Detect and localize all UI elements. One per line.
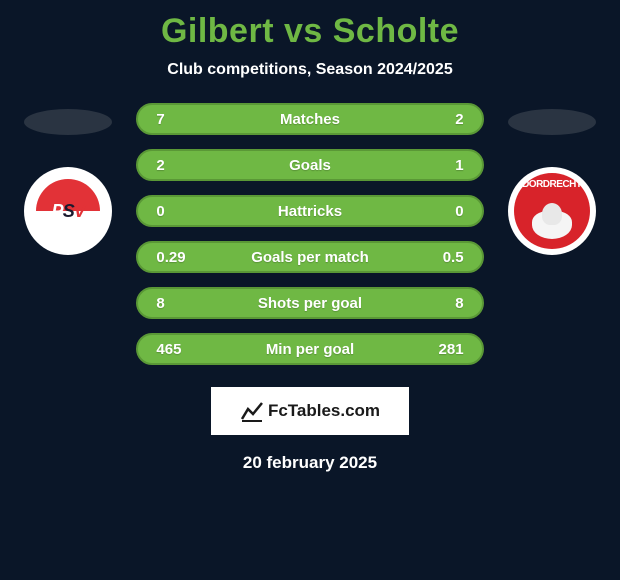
psv-s: S — [63, 201, 74, 221]
fctables-logo: FcTables.com — [211, 387, 409, 435]
stat-left-value: 7 — [156, 111, 206, 128]
stat-label: Matches — [206, 111, 413, 128]
stat-row: 7 Matches 2 — [136, 103, 483, 135]
stat-left-value: 0.29 — [156, 249, 206, 266]
psv-crest-text: PSV — [52, 201, 85, 222]
stat-right-value: 2 — [414, 111, 464, 128]
stat-row: 465 Min per goal 281 — [136, 333, 483, 365]
stat-row: 0.29 Goals per match 0.5 — [136, 241, 483, 273]
stat-right-value: 281 — [414, 341, 464, 358]
stat-row: 2 Goals 1 — [136, 149, 483, 181]
team-right-crest: DORDRECHT — [508, 167, 596, 255]
stat-left-value: 465 — [156, 341, 206, 358]
team-right-col: DORDRECHT — [504, 103, 600, 255]
stat-row: 0 Hattricks 0 — [136, 195, 483, 227]
psv-v: V — [74, 201, 85, 221]
chart-icon — [240, 399, 264, 423]
comparison-panel: PSV 7 Matches 2 2 Goals 1 0 Hattricks 0 — [20, 103, 600, 365]
team-left-crest: PSV — [24, 167, 112, 255]
stat-label: Min per goal — [206, 341, 413, 358]
psv-crest-inner: PSV — [36, 179, 100, 243]
comparison-date: 20 february 2025 — [243, 453, 377, 473]
stat-label: Goals — [206, 157, 413, 174]
dordrecht-crest-arc: DORDRECHT — [514, 173, 590, 249]
stat-left-value: 2 — [156, 157, 206, 174]
stats-column: 7 Matches 2 2 Goals 1 0 Hattricks 0 0.29… — [136, 103, 483, 365]
stat-left-value: 8 — [156, 295, 206, 312]
stat-left-value: 0 — [156, 203, 206, 220]
stat-label: Goals per match — [206, 249, 413, 266]
dordrecht-crest-label: DORDRECHT — [522, 179, 581, 190]
sheep-icon — [528, 201, 576, 243]
stat-right-value: 0 — [414, 203, 464, 220]
psv-p: P — [52, 201, 63, 221]
stat-row: 8 Shots per goal 8 — [136, 287, 483, 319]
player-silhouette-shadow — [24, 109, 112, 135]
stat-label: Hattricks — [206, 203, 413, 220]
player-silhouette-shadow — [508, 109, 596, 135]
team-left-col: PSV — [20, 103, 116, 255]
stat-right-value: 0.5 — [414, 249, 464, 266]
stat-right-value: 1 — [414, 157, 464, 174]
stat-right-value: 8 — [414, 295, 464, 312]
page-title: Gilbert vs Scholte — [161, 12, 459, 51]
stat-label: Shots per goal — [206, 295, 413, 312]
subtitle: Club competitions, Season 2024/2025 — [167, 61, 452, 79]
fctables-logo-text: FcTables.com — [268, 401, 380, 421]
